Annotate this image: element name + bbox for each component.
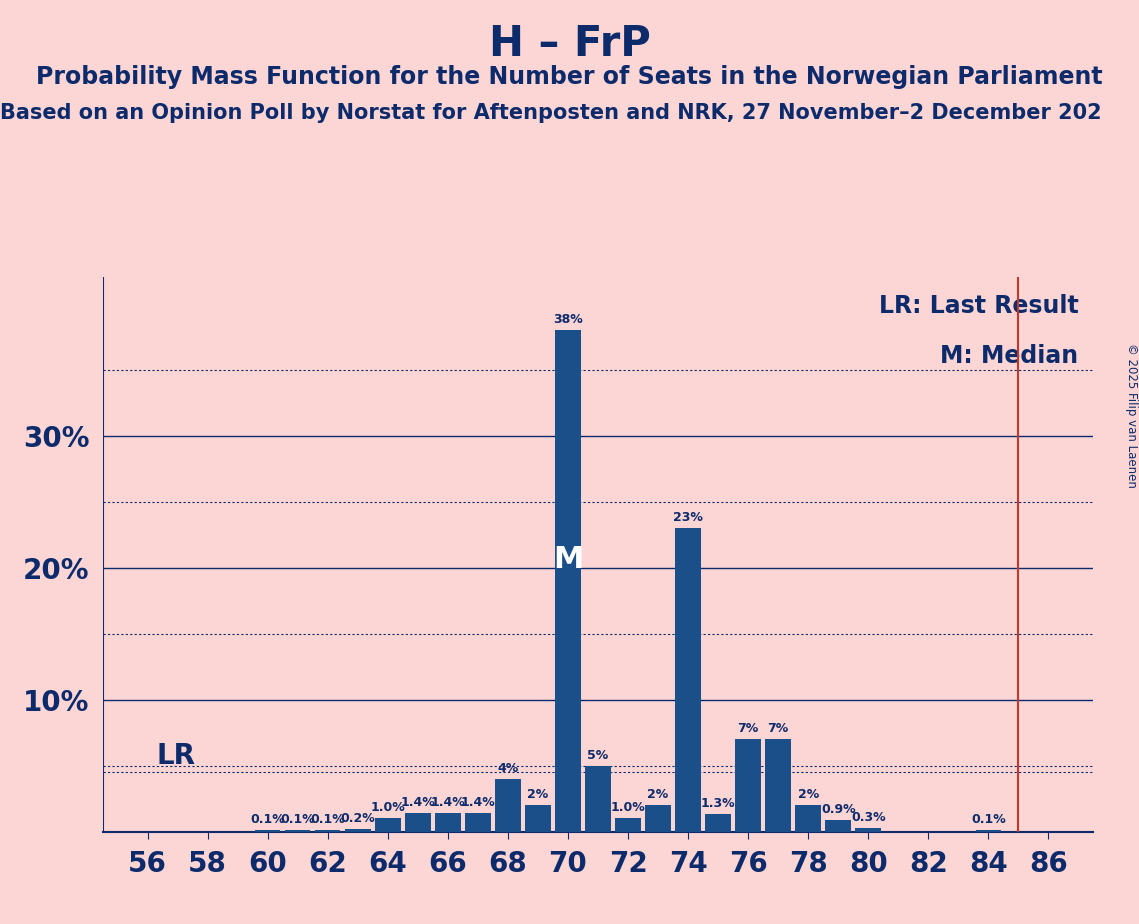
Text: 0.1%: 0.1%	[310, 813, 345, 826]
Text: 0.3%: 0.3%	[851, 810, 885, 823]
Bar	[705, 814, 731, 832]
Bar	[675, 528, 700, 832]
Bar	[525, 805, 550, 832]
Bar	[976, 831, 1001, 832]
Bar	[316, 831, 341, 832]
Bar	[345, 829, 370, 832]
Bar	[495, 779, 521, 832]
Text: 7%: 7%	[768, 723, 789, 736]
Text: 0.9%: 0.9%	[821, 803, 855, 816]
Text: LR: LR	[156, 742, 196, 770]
Bar	[765, 739, 790, 832]
Text: 1.0%: 1.0%	[611, 801, 646, 814]
Bar	[255, 831, 280, 832]
Bar	[855, 828, 880, 832]
Text: H – FrP: H – FrP	[489, 23, 650, 65]
Text: 4%: 4%	[498, 762, 518, 775]
Text: 1.4%: 1.4%	[401, 796, 435, 809]
Bar	[405, 813, 431, 832]
Text: M: Median: M: Median	[941, 344, 1079, 368]
Bar	[465, 813, 491, 832]
Text: 0.2%: 0.2%	[341, 812, 375, 825]
Text: 2%: 2%	[797, 788, 819, 801]
Text: 1.4%: 1.4%	[460, 796, 495, 809]
Bar	[585, 766, 611, 832]
Bar	[375, 819, 401, 832]
Text: 0.1%: 0.1%	[970, 813, 1006, 826]
Text: 2%: 2%	[527, 788, 549, 801]
Text: LR: Last Result: LR: Last Result	[879, 294, 1079, 318]
Text: 38%: 38%	[554, 313, 583, 326]
Text: 1.3%: 1.3%	[700, 797, 736, 810]
Bar	[646, 805, 671, 832]
Bar	[826, 820, 851, 832]
Text: Probability Mass Function for the Number of Seats in the Norwegian Parliament: Probability Mass Function for the Number…	[36, 65, 1103, 89]
Text: 1.0%: 1.0%	[370, 801, 405, 814]
Text: 7%: 7%	[737, 723, 759, 736]
Text: 23%: 23%	[673, 511, 703, 524]
Text: © 2025 Filip van Laenen: © 2025 Filip van Laenen	[1124, 344, 1138, 488]
Text: 5%: 5%	[588, 748, 608, 761]
Bar	[736, 739, 761, 832]
Text: M: M	[552, 545, 583, 574]
Bar	[285, 831, 311, 832]
Text: 0.1%: 0.1%	[280, 813, 316, 826]
Text: Based on an Opinion Poll by Norstat for Aftenposten and NRK, 27 November–2 Decem: Based on an Opinion Poll by Norstat for …	[0, 103, 1101, 124]
Text: 1.4%: 1.4%	[431, 796, 465, 809]
Bar	[615, 819, 641, 832]
Bar	[555, 330, 581, 832]
Text: 2%: 2%	[647, 788, 669, 801]
Bar	[435, 813, 460, 832]
Bar	[795, 805, 821, 832]
Text: 0.1%: 0.1%	[251, 813, 285, 826]
